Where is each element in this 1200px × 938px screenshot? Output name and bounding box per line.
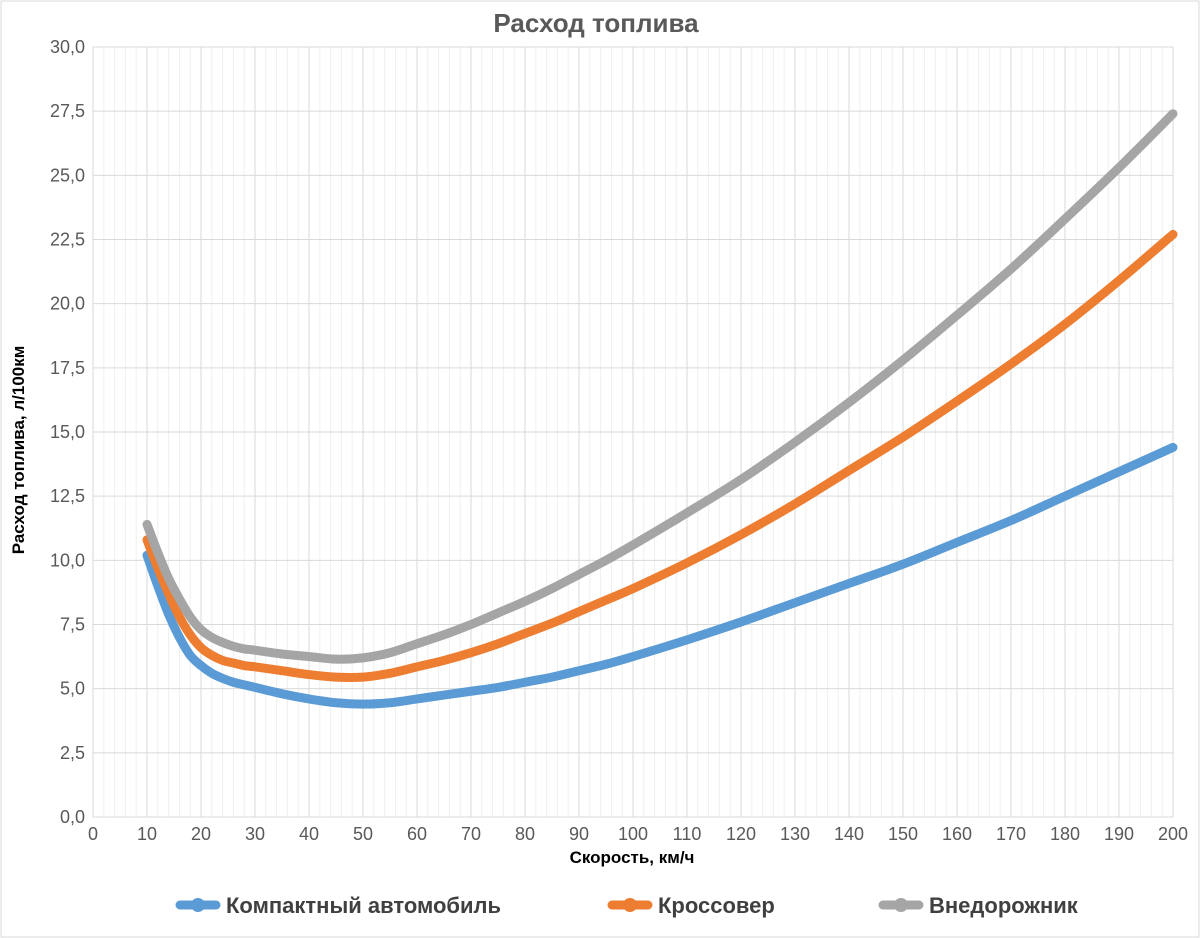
y-tick-label: 10,0 — [50, 550, 85, 570]
y-tick-label: 15,0 — [50, 422, 85, 442]
y-tick-label: 22,5 — [50, 230, 85, 250]
x-tick-label: 70 — [461, 824, 481, 844]
x-tick-label: 40 — [299, 824, 319, 844]
x-tick-label: 30 — [245, 824, 265, 844]
y-tick-label: 27,5 — [50, 101, 85, 121]
x-tick-label: 0 — [88, 824, 98, 844]
x-tick-label: 120 — [726, 824, 756, 844]
x-axis-title: Скорость, км/ч — [570, 848, 695, 867]
legend-marker-2 — [623, 898, 637, 912]
legend: Компактный автомобиль Кроссовер Внедорожни… — [175, 893, 1079, 918]
x-tick-label: 110 — [673, 824, 702, 844]
x-tick-label: 200 — [1158, 824, 1188, 844]
legend-label-1: Компактный автомобиль — [226, 893, 501, 918]
x-tick-label: 160 — [942, 824, 972, 844]
grid — [92, 46, 1174, 818]
series-layer — [142, 109, 1178, 709]
x-tick-label: 130 — [780, 824, 810, 844]
series-line-1 — [142, 442, 1178, 709]
y-tick-label: 25,0 — [50, 165, 85, 185]
y-tick-label: 17,5 — [50, 358, 85, 378]
x-tick-label: 60 — [407, 824, 427, 844]
x-tick-label: 10 — [137, 824, 157, 844]
chart-title: Расход топлива — [493, 8, 699, 38]
x-tick-label: 100 — [618, 824, 648, 844]
x-tick-label: 170 — [996, 824, 1026, 844]
y-tick-label: 20,0 — [50, 294, 85, 314]
legend-marker-3 — [894, 898, 908, 912]
y-tick-label: 30,0 — [50, 37, 85, 57]
x-tick-label: 90 — [569, 824, 589, 844]
y-tick-label: 0,0 — [60, 807, 85, 827]
x-tick-label: 180 — [1050, 824, 1080, 844]
y-tick-label: 12,5 — [50, 486, 85, 506]
x-tick-labels: 0 10 20 30 40 50 60 70 80 90 100 110 120 130 140 150 160… — [88, 824, 1188, 844]
y-tick-label: 2,5 — [60, 743, 85, 763]
y-axis-title: Расход топлива, л/100км — [9, 346, 28, 555]
y-tick-labels: 0,0 2,5 5,0 7,5 10,0 12,5 15,0 17,5 20,0 22,5 25,0… — [50, 37, 85, 827]
legend-marker-1 — [191, 898, 205, 912]
x-tick-label: 50 — [353, 824, 373, 844]
legend-label-3: Внедорожник — [929, 893, 1079, 918]
x-tick-label: 20 — [191, 824, 211, 844]
series-line-2 — [142, 229, 1178, 683]
y-tick-label: 7,5 — [60, 615, 85, 635]
x-tick-label: 140 — [834, 824, 864, 844]
y-tick-label: 5,0 — [60, 679, 85, 699]
series-line-3 — [142, 109, 1178, 664]
x-tick-label: 150 — [888, 824, 918, 844]
x-tick-label: 80 — [515, 824, 535, 844]
x-tick-label: 190 — [1104, 824, 1134, 844]
legend-label-2: Кроссовер — [658, 893, 775, 918]
